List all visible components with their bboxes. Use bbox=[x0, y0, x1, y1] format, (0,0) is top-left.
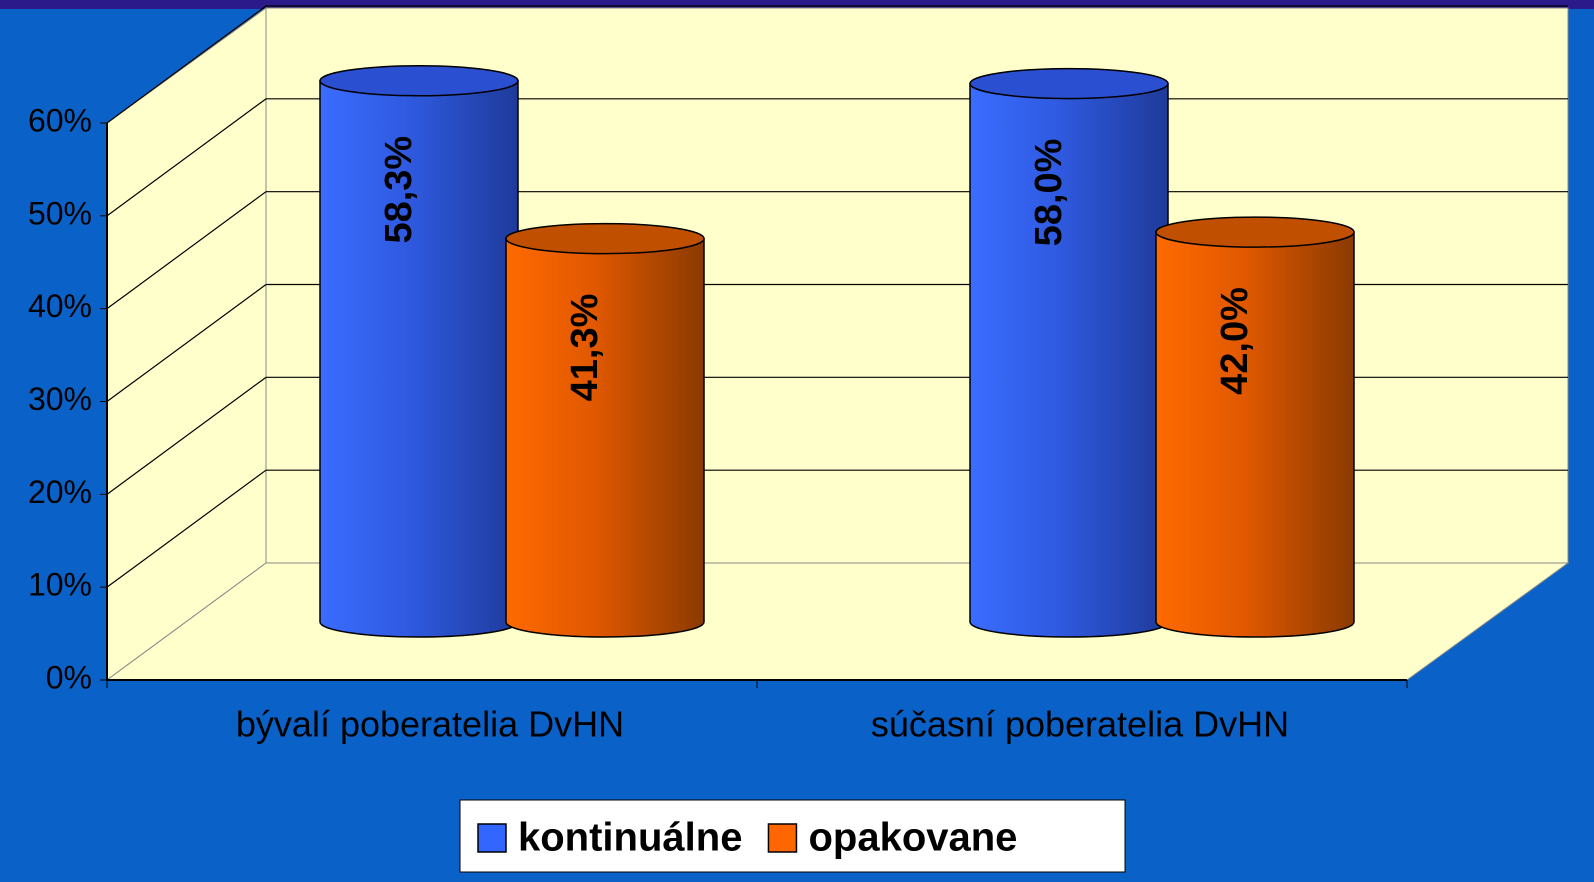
cylinder-top bbox=[319, 65, 519, 97]
top-band bbox=[0, 0, 1594, 9]
data-label: 42,0% bbox=[1214, 287, 1256, 395]
data-label: 58,0% bbox=[1028, 139, 1070, 247]
y-tick-label: 60% bbox=[28, 102, 92, 138]
grid-line bbox=[106, 5, 1568, 124]
legend-label: kontinuálne bbox=[518, 816, 742, 860]
y-tick-label: 50% bbox=[28, 195, 92, 231]
y-tick-label: 10% bbox=[28, 567, 92, 603]
cylinder-top bbox=[1155, 216, 1355, 248]
data-label: 41,3% bbox=[564, 294, 606, 402]
cylinder-body bbox=[1155, 231, 1355, 638]
cylinder-top bbox=[505, 222, 705, 255]
cylinder-body bbox=[505, 237, 705, 638]
y-tick-label: 20% bbox=[28, 474, 92, 510]
y-tick-label: 30% bbox=[28, 381, 92, 417]
cylinder-top bbox=[969, 67, 1169, 100]
y-tick-label: 0% bbox=[46, 659, 92, 695]
y-tick-label: 40% bbox=[28, 288, 92, 324]
legend-swatch bbox=[767, 823, 798, 853]
legend: kontinuálne opakovane bbox=[459, 799, 1126, 873]
data-label: 58,3% bbox=[378, 136, 420, 244]
side-wall bbox=[106, 7, 267, 681]
x-tick-label: bývalí poberatelia DvHN bbox=[236, 704, 624, 745]
x-tick-label: súčasní poberatelia DvHN bbox=[871, 704, 1289, 745]
legend-label: opakovane bbox=[808, 816, 1017, 860]
legend-swatch bbox=[477, 823, 507, 853]
